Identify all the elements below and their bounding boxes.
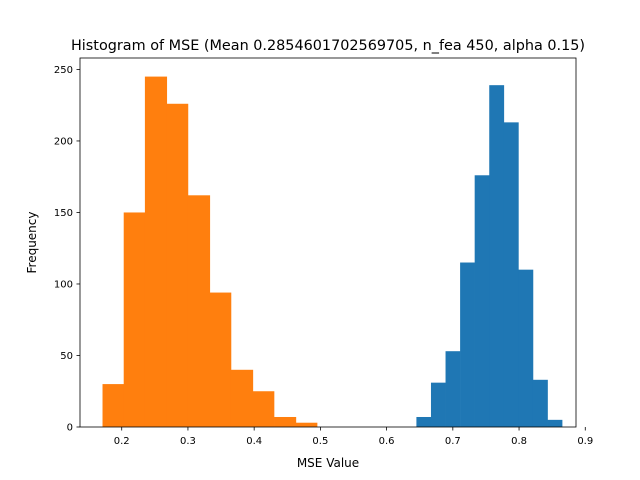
histogram-bar bbox=[532, 379, 548, 427]
histogram-bar bbox=[416, 416, 432, 427]
x-tick-label: 0.9 bbox=[577, 436, 593, 447]
y-tick-label: 0 bbox=[67, 423, 73, 434]
histogram-bar bbox=[230, 369, 254, 427]
histogram-bar bbox=[518, 269, 534, 427]
x-tick-label: 0.3 bbox=[180, 436, 196, 447]
y-tick-label: 250 bbox=[54, 65, 73, 76]
x-tick-label: 0.6 bbox=[379, 436, 395, 447]
histogram-bar bbox=[489, 85, 505, 428]
histogram-bar bbox=[209, 292, 232, 427]
y-tick-label: 50 bbox=[60, 351, 73, 362]
histogram-bar bbox=[460, 262, 475, 427]
y-tick-label: 200 bbox=[54, 137, 73, 148]
histogram-bar bbox=[547, 419, 563, 427]
histogram-bar bbox=[144, 76, 168, 427]
histogram-bar bbox=[295, 422, 318, 427]
histogram-bar bbox=[187, 195, 211, 427]
x-tick-label: 0.2 bbox=[114, 436, 130, 447]
x-tick-label: 0.8 bbox=[511, 436, 527, 447]
histogram-bar bbox=[474, 175, 490, 427]
x-tick-label: 0.5 bbox=[312, 436, 328, 447]
x-axis-label: MSE Value bbox=[297, 456, 359, 470]
histogram-bar bbox=[252, 391, 275, 427]
histogram-bar bbox=[445, 351, 461, 427]
x-tick-label: 0.4 bbox=[246, 436, 262, 447]
plot-frame bbox=[79, 57, 577, 428]
x-axis-ticks: 0.2 0.3 0.4 0.5 0.6 0.7 0.8 0.9 bbox=[114, 427, 593, 447]
chart-title: Histogram of MSE (Mean 0.285460170256970… bbox=[71, 38, 585, 54]
histogram-bars bbox=[102, 76, 563, 428]
histogram-bar bbox=[430, 382, 446, 427]
y-tick-label: 150 bbox=[54, 208, 73, 219]
y-axis-ticks: 0 50 100 150 200 250 bbox=[54, 65, 80, 434]
histogram-bar bbox=[102, 384, 125, 427]
histogram-bar bbox=[166, 103, 189, 428]
y-tick-label: 100 bbox=[54, 280, 73, 291]
x-tick-label: 0.7 bbox=[445, 436, 461, 447]
histogram-bar bbox=[274, 416, 297, 427]
y-axis-label: Frequency bbox=[25, 212, 39, 274]
histogram-bar bbox=[503, 122, 519, 428]
histogram-bar bbox=[123, 212, 146, 427]
